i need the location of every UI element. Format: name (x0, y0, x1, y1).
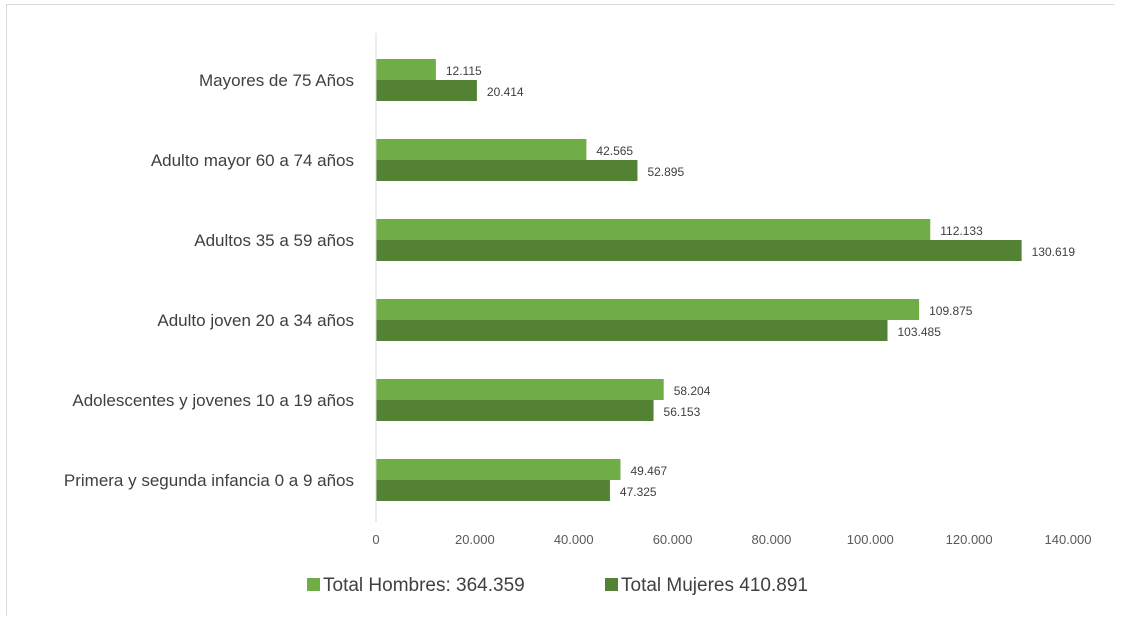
bar-mujeres (376, 240, 1022, 261)
data-label: 112.133 (940, 224, 983, 238)
bar-mujeres (376, 400, 654, 421)
bar-hombres (376, 59, 436, 80)
category-label: Adolescentes y jovenes 10 a 19 años (72, 391, 354, 410)
data-label: 52.895 (647, 165, 684, 179)
bar-hombres (376, 219, 931, 240)
category-label: Adulto joven 20 a 34 años (157, 311, 354, 330)
data-labels: 12.115 20.414 42.565 52.895 112.133 130.619 10… (446, 64, 1075, 499)
bar-mujeres (376, 480, 610, 501)
data-label: 130.619 (1032, 245, 1076, 259)
bar-mujeres (376, 160, 638, 181)
bar-hombres (376, 299, 920, 320)
bar-mujeres (376, 80, 477, 101)
category-label: Primera y segunda infancia 0 a 9 años (64, 471, 354, 490)
data-label: 20.414 (487, 85, 524, 99)
category-label: Adulto mayor 60 a 74 años (151, 151, 354, 170)
data-label: 49.467 (631, 464, 668, 478)
data-label: 56.153 (664, 405, 701, 419)
x-tick-label: 0 (372, 532, 379, 547)
bar-hombres (376, 459, 621, 480)
x-tick-label: 40.000 (554, 532, 594, 547)
x-tick-label: 20.000 (455, 532, 495, 547)
x-tick-label: 60.000 (653, 532, 693, 547)
data-label: 109.875 (929, 304, 973, 318)
data-label: 12.115 (446, 64, 482, 78)
legend-swatch-mujeres (605, 578, 618, 591)
bar-hombres (376, 139, 587, 160)
legend: Total Hombres: 364.359 Total Mujeres 410… (307, 575, 808, 596)
data-label: 42.565 (596, 144, 633, 158)
x-tick-label: 100.000 (847, 532, 894, 547)
category-labels: Mayores de 75 Años Adulto mayor 60 a 74 a… (64, 71, 354, 490)
bar-mujeres (376, 320, 888, 341)
legend-swatch-hombres (307, 578, 320, 591)
bar-hombres (376, 379, 664, 400)
x-tick-label: 140.000 (1045, 532, 1092, 547)
bars-group (376, 59, 1022, 501)
data-label: 58.204 (674, 384, 711, 398)
data-label: 103.485 (898, 325, 942, 339)
x-tick-label: 80.000 (752, 532, 792, 547)
legend-label-mujeres: Total Mujeres 410.891 (621, 575, 808, 596)
legend-label-hombres: Total Hombres: 364.359 (323, 575, 525, 596)
category-label: Adultos 35 a 59 años (194, 231, 354, 250)
category-label: Mayores de 75 Años (199, 71, 354, 90)
data-label: 47.325 (620, 485, 657, 499)
x-tick-labels: 0 20.000 40.000 60.000 80.000 100.000 120.000 1… (372, 532, 1091, 547)
x-tick-label: 120.000 (946, 532, 993, 547)
chart-frame (6, 4, 1114, 616)
